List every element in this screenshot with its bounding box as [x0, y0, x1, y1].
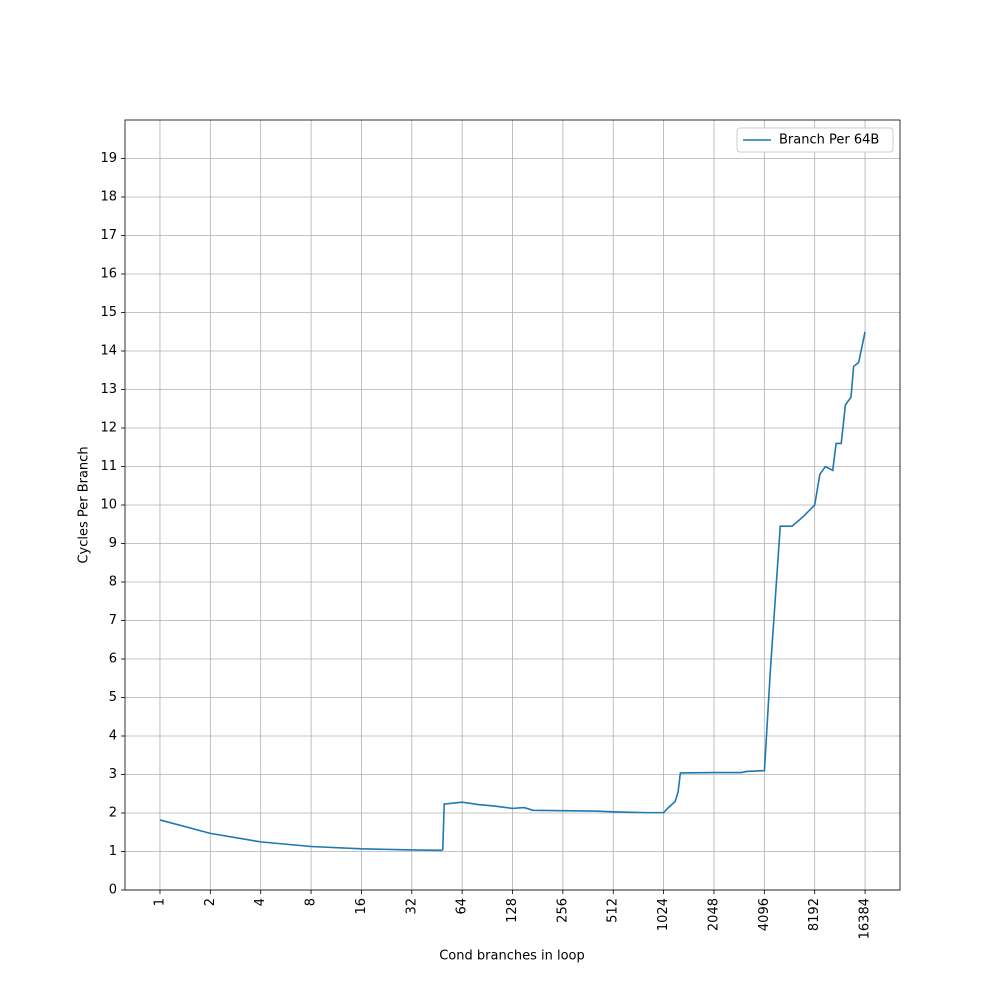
y-tick-label: 19	[100, 151, 117, 166]
data-line	[159, 331, 866, 852]
y-tick-label: 5	[109, 690, 117, 705]
x-tick-label: 128	[505, 898, 520, 923]
y-tick-label: 8	[109, 575, 117, 590]
plot-frame	[124, 119, 901, 891]
x-tick-label: 256	[555, 898, 570, 923]
x-tick-label: 8	[304, 898, 319, 906]
x-tick-label: 32	[404, 898, 419, 915]
y-tick-label: 11	[100, 459, 117, 474]
x-tick-label: 1	[152, 898, 167, 906]
y-tick-label: 1	[109, 844, 117, 859]
y-tick-label: 3	[109, 767, 117, 782]
legend-label: Branch Per 64B	[779, 133, 879, 148]
x-tick-label: 1024	[656, 898, 671, 931]
y-tick-label: 7	[109, 613, 117, 628]
y-tick-label: 0	[109, 883, 117, 898]
x-tick-label: 4096	[757, 898, 772, 931]
x-tick-label: 2048	[706, 898, 721, 931]
x-tick-label: 4	[253, 898, 268, 906]
y-tick-label: 15	[100, 305, 117, 320]
y-tick-label: 18	[100, 190, 117, 205]
x-tick-label: 64	[455, 898, 470, 915]
y-tick-label: 17	[100, 228, 117, 243]
x-axis-label: Cond branches in loop	[439, 949, 585, 964]
x-tick-label: 8192	[807, 898, 822, 931]
legend-box	[736, 127, 894, 153]
x-tick-label: 16	[354, 898, 369, 915]
y-tick-label: 14	[100, 344, 117, 359]
x-tick-label: 2	[203, 898, 218, 906]
y-tick-label: 13	[100, 382, 117, 397]
y-tick-label: 9	[109, 536, 117, 551]
y-tick-label: 2	[109, 806, 117, 821]
y-tick-label: 16	[100, 267, 117, 282]
y-tick-label: 10	[100, 498, 117, 513]
x-tick-label: 16384	[858, 898, 873, 939]
y-axis-label: Cycles Per Branch	[77, 446, 92, 563]
y-tick-label: 6	[109, 652, 117, 667]
y-tick-label: 4	[109, 729, 117, 744]
legend: Branch Per 64B	[736, 127, 894, 153]
y-tick-label: 12	[100, 421, 117, 436]
x-tick-label: 512	[606, 898, 621, 923]
